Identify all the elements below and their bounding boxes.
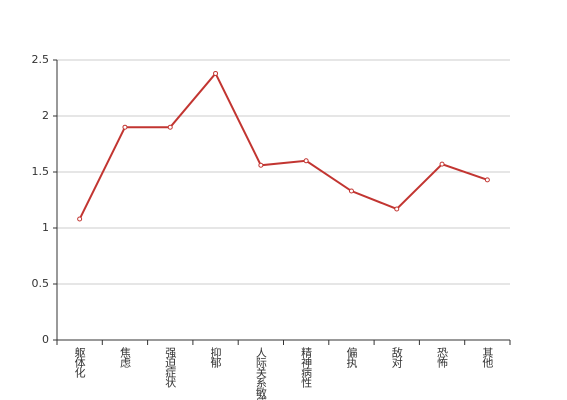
x-tick-label: 躯体化 — [73, 347, 86, 379]
x-tick-label: 抑郁 — [209, 346, 222, 368]
y-tick-label: 1.5 — [32, 165, 50, 178]
point — [122, 124, 128, 130]
y-tick-label: 2.5 — [32, 53, 50, 66]
x-tick-label: 恐怖 — [436, 347, 449, 368]
point — [484, 177, 490, 183]
y-tick-label: 2 — [42, 109, 49, 122]
x-tick-label: 其他 — [481, 347, 494, 368]
point — [439, 161, 445, 167]
point — [394, 206, 400, 212]
point — [303, 158, 309, 164]
y-tick-label: 0.5 — [32, 277, 50, 290]
point — [77, 216, 83, 222]
x-tick-label: 强迫症状 — [164, 347, 177, 388]
line — [78, 71, 488, 220]
x-tick-label: 人际关系敏感 — [254, 347, 267, 400]
point — [213, 70, 219, 76]
x-tick-label: 焦虑 — [118, 347, 131, 368]
point — [167, 124, 173, 130]
x-tick-label: 敌对 — [390, 346, 403, 368]
point — [348, 188, 354, 194]
x-tick-label: 精神病性 — [300, 347, 313, 389]
y-tick-label: 0 — [42, 333, 49, 346]
y-tick-label: 1 — [42, 221, 49, 234]
x-tick-label: 偏执 — [345, 346, 358, 369]
point — [258, 162, 264, 168]
